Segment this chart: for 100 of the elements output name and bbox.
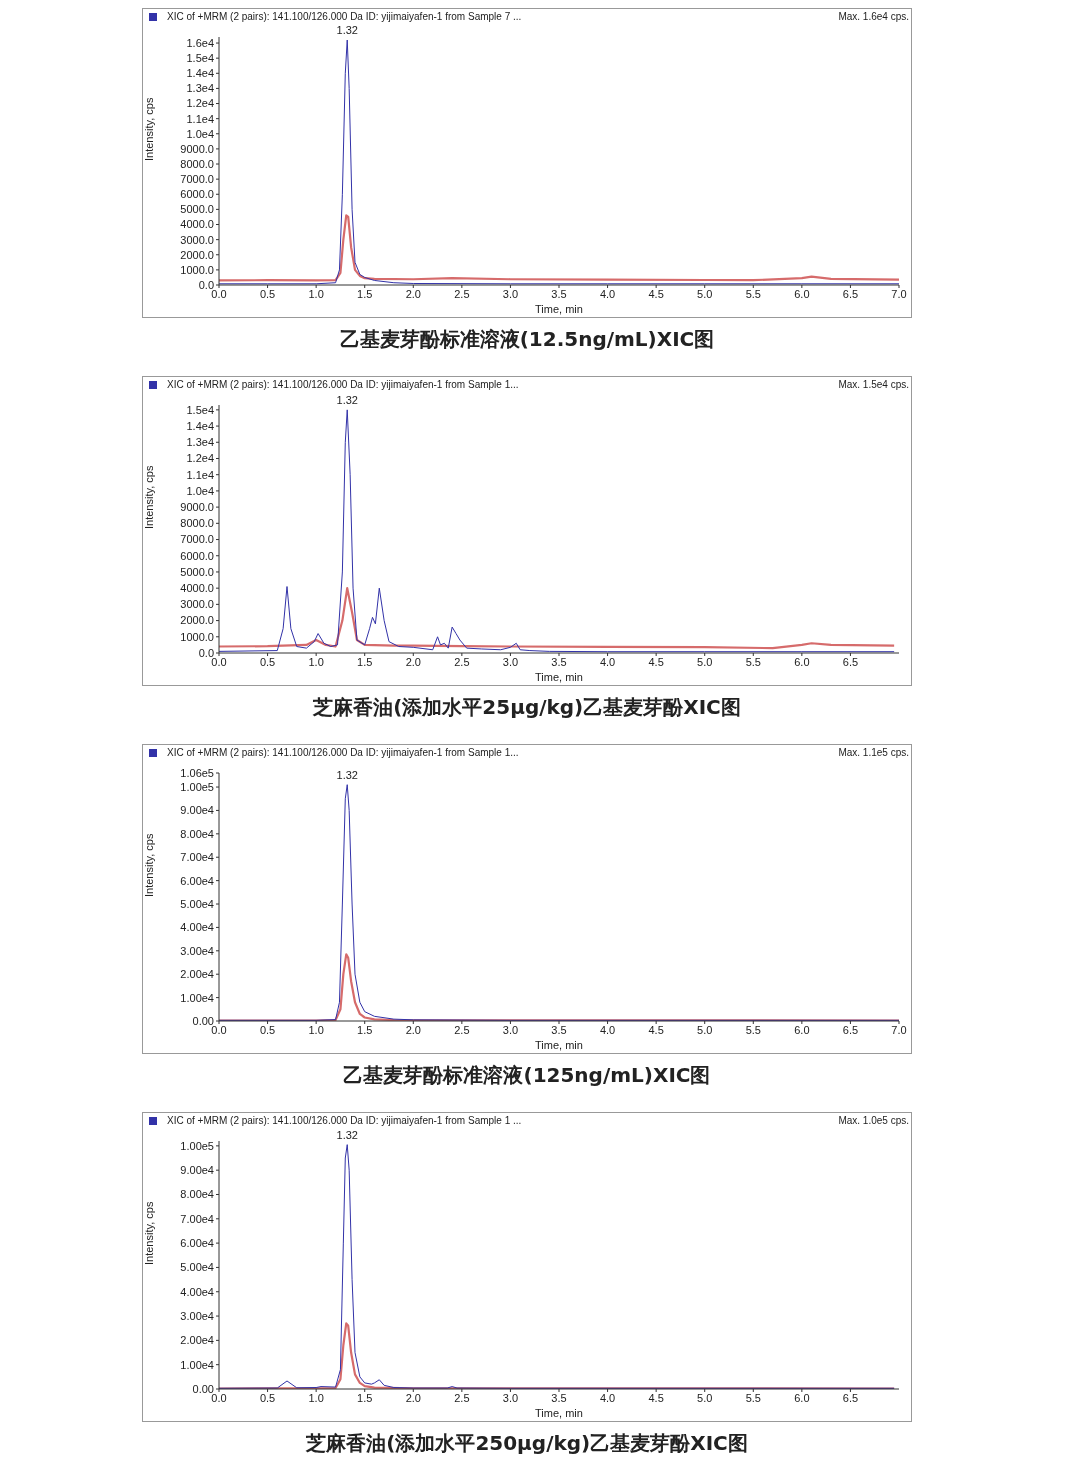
x-tick-label: 4.0 <box>599 655 616 668</box>
x-tick-label: 2.0 <box>405 655 421 668</box>
y-tick-label: 8000.0 <box>180 517 214 530</box>
x-tick-label: 1.5 <box>357 1391 373 1404</box>
x-axis-title: Time, min <box>535 1407 583 1419</box>
x-tick-label: 1.0 <box>308 1391 324 1404</box>
y-tick-label: 4.00e4 <box>180 1285 214 1298</box>
y-tick-label: 3.00e4 <box>180 1309 214 1322</box>
x-tick-label: 5.5 <box>745 655 761 668</box>
text: 1.32 <box>336 24 358 38</box>
y-tick-label: 3000.0 <box>180 598 214 611</box>
x-tick-label: 4.5 <box>648 655 664 668</box>
annotation: 1.32 <box>336 768 358 782</box>
y-tick-label: 1.4e4 <box>186 67 214 80</box>
y-tick-label: 9.00e4 <box>180 804 214 817</box>
y-tick-label: 8.00e4 <box>180 1188 214 1201</box>
x-tick-label: 0.5 <box>259 1023 276 1036</box>
y-tick-label: 2.00e4 <box>180 1334 214 1347</box>
y-tick-label: 3.00e4 <box>180 944 214 957</box>
x-tick-label: 3.5 <box>551 655 567 668</box>
x-tick-label: 5.5 <box>745 1023 761 1036</box>
x-tick-label: 5.0 <box>697 287 713 300</box>
y-axis-title: Intensity, cps <box>142 833 155 897</box>
x-tick-label: 2.5 <box>454 287 470 300</box>
y-tick-label: 1.3e4 <box>186 82 214 95</box>
x-tick-label: 6.5 <box>842 1391 859 1404</box>
y-tick-label: 0.0 <box>198 278 214 291</box>
x-tick-label: 7.0 <box>891 1023 907 1036</box>
text: Max. 1.1e5 cps. <box>838 747 909 758</box>
y-tick-label: 7000.0 <box>180 173 214 186</box>
text: 乙基麦芽酚标准溶液(12.5ng/mL)XIC图 <box>338 326 716 353</box>
text: Max. 1.5e4 cps. <box>838 379 909 390</box>
x-tick-label: 4.5 <box>648 1023 664 1036</box>
x-axis-title: Time, min <box>535 1039 583 1051</box>
x-tick-label: 4.5 <box>648 287 664 300</box>
y-axis-title: Intensity, cps <box>142 97 155 161</box>
x-tick-label: 6.5 <box>842 655 859 668</box>
y-tick-label: 6000.0 <box>180 549 214 562</box>
y-tick-label: 1.0e4 <box>186 127 214 140</box>
y-tick-label: 9000.0 <box>180 501 214 514</box>
y-tick-label: 1.00e4 <box>180 991 214 1004</box>
x-tick-label: 3.5 <box>551 287 567 300</box>
x-tick-label: 6.0 <box>794 1023 810 1036</box>
y-tick-label: 1000.0 <box>180 263 214 276</box>
y-tick-label: 8.00e4 <box>180 827 214 840</box>
y-tick-label: 5.00e4 <box>180 897 214 910</box>
x-tick-label: 1.0 <box>308 1023 324 1036</box>
y-tick-label: 5000.0 <box>180 203 214 216</box>
y-tick-label: 1000.0 <box>180 630 214 643</box>
x-tick-label: 2.5 <box>454 1391 470 1404</box>
x-tick-label: 1.5 <box>357 655 373 668</box>
x-tick-label: 5.0 <box>697 655 713 668</box>
annotation: 1.32 <box>336 393 358 407</box>
x-tick-label: 0.5 <box>259 287 276 300</box>
y-tick-label: 8000.0 <box>180 157 214 170</box>
y-tick-label: 4000.0 <box>180 582 214 595</box>
text: 芝麻香油(添加水平250μg/kg)乙基麦芽酚XIC图 <box>305 1430 749 1457</box>
text: Max. 1.6e4 cps. <box>838 11 909 22</box>
y-tick-label: 1.00e5 <box>180 780 214 793</box>
x-tick-label: 2.0 <box>405 1023 421 1036</box>
y-tick-label: 1.0e4 <box>186 484 214 497</box>
y-tick-label: 1.3e4 <box>186 436 214 449</box>
text: 乙基麦芽酚标准溶液(125ng/mL)XIC图 <box>342 1062 712 1089</box>
text: XIC of +MRM (2 pairs): 141.100/126.000 Da ID: yijimaiyafen-1 from Sample 7 ... <box>167 11 522 22</box>
y-tick-label: 1.6e4 <box>186 36 214 49</box>
x-tick-label: 3.0 <box>502 1023 519 1036</box>
y-tick-label: 9.00e4 <box>180 1164 214 1177</box>
y-tick-label: 1.00e4 <box>180 1358 214 1371</box>
line-series <box>219 39 899 285</box>
x-tick-label: 5.0 <box>697 1391 713 1404</box>
y-axis-title: Intensity, cps <box>142 1201 155 1265</box>
y-tick-label: 3000.0 <box>180 233 214 246</box>
x-tick-label: 4.0 <box>599 1391 616 1404</box>
x-tick-label: 6.5 <box>842 1023 859 1036</box>
y-axis-title: Intensity, cps <box>142 465 155 529</box>
y-tick-label: 1.2e4 <box>186 97 214 110</box>
y-tick-label: 6.00e4 <box>180 1237 214 1250</box>
text: 1.32 <box>336 1128 358 1142</box>
x-tick-label: 2.0 <box>405 1391 421 1404</box>
y-tick-label: 0.00 <box>192 1382 214 1395</box>
y-tick-label: 2000.0 <box>180 614 214 627</box>
text: XIC of +MRM (2 pairs): 141.100/126.000 Da ID: yijimaiyafen-1 from Sample 1... <box>167 747 519 758</box>
x-tick-label: 1.5 <box>357 1023 373 1036</box>
y-tick-label: 1.06e5 <box>180 766 214 779</box>
text: 芝麻香油(添加水平25μg/kg)乙基麦芽酚XIC图 <box>312 694 742 721</box>
y-tick-label: 4.00e4 <box>180 921 214 934</box>
line-series <box>219 409 895 653</box>
y-tick-label: 1.4e4 <box>186 419 214 432</box>
x-tick-label: 2.5 <box>454 655 470 668</box>
y-tick-label: 4000.0 <box>180 218 214 231</box>
y-tick-label: 2000.0 <box>180 248 214 261</box>
x-tick-label: 0.5 <box>259 1391 276 1404</box>
x-tick-label: 7.0 <box>891 287 907 300</box>
text: XIC of +MRM (2 pairs): 141.100/126.000 Da ID: yijimaiyafen-1 from Sample 1... <box>167 379 519 390</box>
y-tick-label: 1.5e4 <box>186 52 214 65</box>
y-tick-label: 7.00e4 <box>180 851 214 864</box>
x-tick-label: 3.0 <box>502 287 519 300</box>
x-tick-label: 3.5 <box>551 1391 567 1404</box>
x-tick-label: 1.0 <box>308 655 324 668</box>
y-tick-label: 1.2e4 <box>186 452 214 465</box>
